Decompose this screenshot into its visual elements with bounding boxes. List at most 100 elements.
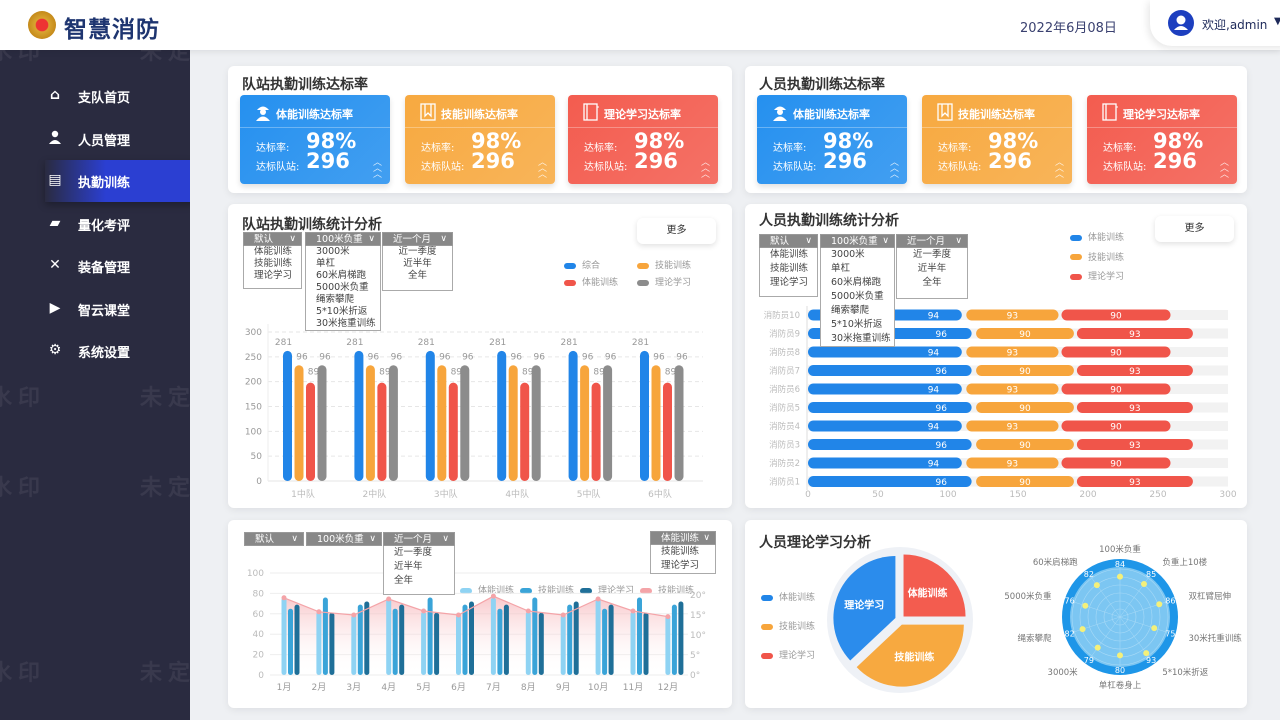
dropdown-option[interactable]: 5*10米折返 (831, 319, 883, 330)
filter-dropdown[interactable]: 100米负重 ∨ 3000米 单杠 60米肩梯跑 5000米负重 绳索攀爬 5*10米折返 30… (305, 232, 381, 331)
filter-dropdown[interactable]: 默认 ∨ 体能训练 技能训练 理论学习 (243, 232, 302, 289)
dropdown-selected: 默认 (254, 234, 274, 245)
bar (532, 597, 538, 675)
filter-dropdown[interactable]: 100米负重 ∨ 3000米单杠 60米肩梯跑 5000米负重 绳索攀爬 5*10米折返 30… (820, 234, 895, 347)
dropdown-option[interactable]: 体能训练 (770, 249, 809, 260)
legend-item[interactable]: 体能训练 (460, 583, 514, 596)
sidebar-item[interactable]: ⚙ 系统设置 (45, 330, 190, 372)
dropdown-option[interactable]: 60米肩梯跑 (831, 277, 882, 288)
user-menu[interactable]: 欢迎,admin ▼ (1150, 0, 1280, 46)
sidebar-item[interactable]: ▶ 智云课堂 (45, 288, 190, 330)
legend-label: 体能训练 (779, 593, 816, 603)
legend-item[interactable]: 技能训练 (1070, 250, 1124, 263)
bar (392, 608, 398, 675)
dropdown-header[interactable]: 近一个月 ∨ (382, 232, 453, 246)
filter-dropdown[interactable]: 100米负重 ∨ (306, 532, 382, 546)
avatar-icon (1168, 10, 1194, 36)
dropdown-option[interactable]: 5*10米折返 (316, 306, 368, 317)
dropdown-option[interactable]: 近一季度 (912, 249, 951, 260)
filter-dropdown[interactable]: 体能训练 ∨ 技能训练理论学习 (650, 531, 716, 574)
count-label: 达标队站: (256, 162, 300, 173)
legend-item[interactable]: 技能训练 (520, 583, 574, 596)
dropdown-header[interactable]: 默认 ∨ (243, 232, 302, 246)
dropdown-option[interactable]: 60米肩梯跑 (316, 270, 367, 281)
dropdown-option[interactable]: 体能训练 (254, 246, 293, 257)
legend-item[interactable]: 体能训练 (564, 275, 618, 288)
legend-item[interactable]: 体能训练 (761, 590, 815, 603)
dropdown-option[interactable]: 绳索攀爬 (831, 305, 870, 316)
x-tick-label: 1月 (277, 682, 292, 693)
dropdown-option[interactable]: 理论学习 (661, 560, 700, 571)
dropdown-option[interactable]: 技能训练 (770, 263, 809, 274)
legend-swatch (761, 652, 773, 659)
rate-card[interactable]: 技能训练达标率 达标率: 98% 达标队站: 296 ︿ ︿ ︿ (405, 95, 555, 184)
filter-dropdown[interactable]: 近一个月 ∨ 近一季度近半年全年 (383, 532, 455, 595)
y-tick-label: 300 (245, 328, 262, 338)
bar (388, 365, 398, 481)
legend-item[interactable]: 技能训练 (761, 619, 815, 632)
legend-item[interactable]: 理论学习 (1070, 269, 1124, 282)
filter-dropdown[interactable]: 默认 ∨ (244, 532, 304, 546)
dropdown-option[interactable]: 30米拖重训练 (831, 333, 891, 344)
sidebar-item[interactable]: 人员管理 (45, 118, 190, 160)
dropdown-header[interactable]: 100米负重 ∨ (820, 234, 895, 248)
x-tick-label: 7月 (486, 682, 501, 693)
rate-card[interactable]: 技能训练达标率 达标率: 98% 达标队站: 296 ︿ ︿ ︿ (922, 95, 1072, 184)
dropdown-header[interactable]: 默认 ∨ (244, 532, 304, 546)
sidebar-item[interactable]: ✕ 装备管理 (45, 245, 190, 287)
dropdown-option[interactable]: 全年 (407, 270, 427, 281)
dropdown-header[interactable]: 默认 ∨ (759, 234, 818, 248)
x-tick-label: 5月 (416, 682, 431, 693)
caret-down-icon[interactable]: ▼ (1274, 16, 1280, 27)
dropdown-option[interactable]: 理论学习 (770, 277, 809, 288)
dropdown-option[interactable]: 全年 (394, 575, 414, 586)
dropdown-header[interactable]: 100米负重 ∨ (305, 232, 381, 246)
dropdown-option[interactable]: 3000米 (831, 249, 865, 260)
dropdown-option[interactable]: 近半年 (394, 561, 423, 572)
dropdown-option[interactable]: 单杠 (831, 263, 851, 274)
y2-tick-label: 20° (690, 591, 706, 601)
legend-item[interactable]: 技能训练 (637, 258, 691, 271)
legend-swatch (580, 587, 592, 594)
legend-item[interactable]: 体能训练 (1070, 230, 1124, 243)
x-tick-label: 4月 (381, 682, 396, 693)
dropdown-option[interactable]: 绳索攀爬 (316, 294, 355, 305)
dropdown-option[interactable]: 技能训练 (254, 258, 293, 269)
dropdown-option[interactable]: 单杠 (316, 258, 336, 269)
legend-item[interactable]: 理论学习 (637, 275, 691, 288)
sidebar-item[interactable]: ⌂ 支队首页 (45, 75, 190, 117)
dropdown-header[interactable]: 近一个月 ∨ (896, 234, 968, 248)
rate-card[interactable]: 体能训练达标率 达标率: 98% 达标队站: 296 ︿ ︿ ︿ (240, 95, 390, 184)
sidebar-item[interactable]: ▰ 量化考评 (45, 203, 190, 245)
filter-dropdown[interactable]: 默认 ∨ 体能训练技能训练理论学习 (759, 234, 818, 297)
data-label: 93 (1129, 441, 1140, 451)
dropdown-option[interactable]: 5000米负重 (831, 291, 884, 302)
rate-card[interactable]: 体能训练达标率 达标率: 98% 达标队站: 296 ︿ ︿ ︿ (757, 95, 907, 184)
rate-card[interactable]: 理论学习达标率 达标率: 98% 达标队站: 296 ︿ ︿ ︿ (1087, 95, 1237, 184)
legend-item[interactable]: 技能训练 (640, 583, 694, 596)
dropdown-header[interactable]: 体能训练 ∨ (650, 531, 716, 545)
y-tick-label: 100 (245, 427, 262, 437)
more-button[interactable]: 更多 (1155, 216, 1234, 242)
dropdown-option[interactable]: 技能训练 (661, 546, 700, 557)
dropdown-option[interactable]: 全年 (922, 277, 942, 288)
dropdown-header[interactable]: 近一个月 ∨ (383, 532, 455, 546)
filter-dropdown[interactable]: 近一个月 ∨ 近一季度 近半年 全年 (382, 232, 453, 291)
legend-item[interactable]: 综合 (564, 258, 600, 271)
dropdown-option[interactable]: 5000米负重 (316, 282, 369, 293)
dropdown-option[interactable]: 理论学习 (254, 270, 293, 281)
dropdown-option[interactable]: 近一季度 (394, 547, 433, 558)
card-title: 技能训练达标率 (441, 108, 518, 121)
dropdown-option[interactable]: 近一季度 (398, 246, 437, 257)
sidebar-item[interactable]: ▤ 执勤训练 (45, 160, 190, 202)
legend-item[interactable]: 理论学习 (580, 583, 634, 596)
more-button[interactable]: 更多 (637, 218, 716, 244)
filter-dropdown[interactable]: 近一个月 ∨ 近一季度近半年全年 (896, 234, 968, 299)
dropdown-option[interactable]: 30米拖重训练 (316, 318, 376, 329)
dropdown-option[interactable]: 3000米 (316, 246, 350, 257)
rate-card[interactable]: 理论学习达标率 达标率: 98% 达标队站: 296 ︿ ︿ ︿ (568, 95, 718, 184)
legend-item[interactable]: 理论学习 (761, 648, 815, 661)
dropdown-header[interactable]: 100米负重 ∨ (306, 532, 382, 546)
dropdown-option[interactable]: 近半年 (917, 263, 947, 274)
dropdown-option[interactable]: 近半年 (403, 258, 432, 269)
